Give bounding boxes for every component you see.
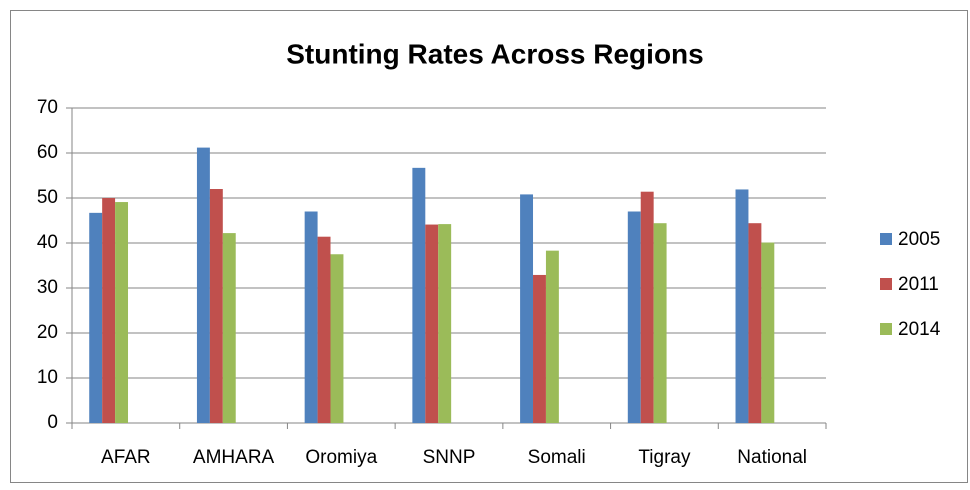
x-tick-label: SNNP — [423, 447, 476, 468]
bar — [209, 189, 223, 423]
x-tick-label: Oromiya — [305, 447, 377, 468]
bar — [761, 242, 775, 423]
legend-swatch — [880, 233, 892, 245]
bar — [545, 250, 559, 423]
legend-swatch — [880, 323, 892, 335]
y-tick-label: 20 — [37, 322, 58, 343]
bar — [330, 254, 344, 423]
bar — [520, 194, 534, 423]
y-tick-label: 60 — [37, 142, 58, 163]
legend-label: 2005 — [898, 229, 940, 250]
y-tick-label: 30 — [37, 277, 58, 298]
bar — [640, 191, 654, 423]
bar — [89, 212, 103, 423]
bar — [317, 236, 331, 423]
y-tick-label: 10 — [37, 367, 58, 388]
chart-title: Stunting Rates Across Regions — [286, 38, 703, 69]
x-tick-label: National — [737, 447, 807, 468]
y-tick-label: 40 — [37, 232, 58, 253]
bar — [735, 189, 749, 423]
bar — [412, 167, 426, 423]
bar — [438, 224, 452, 423]
y-tick-label: 70 — [37, 97, 58, 118]
bar — [627, 211, 641, 423]
bar — [533, 274, 546, 423]
x-tick-label: Tigray — [638, 447, 691, 468]
bar — [222, 233, 236, 423]
y-tick-label: 50 — [37, 187, 58, 208]
x-tick-label: AMHARA — [193, 447, 275, 468]
bar — [304, 211, 318, 423]
x-tick-label: Somali — [528, 447, 586, 468]
bar — [115, 202, 129, 423]
x-tick-label: AFAR — [101, 447, 151, 468]
bar — [425, 224, 439, 423]
bar — [748, 223, 762, 423]
legend-swatch — [880, 278, 892, 290]
bar — [102, 198, 116, 423]
legend-label: 2014 — [898, 319, 941, 340]
legend-label: 2011 — [898, 274, 939, 295]
y-tick-label: 0 — [47, 412, 58, 433]
bar — [653, 223, 667, 423]
chart-border — [10, 10, 968, 483]
bar — [196, 147, 210, 423]
